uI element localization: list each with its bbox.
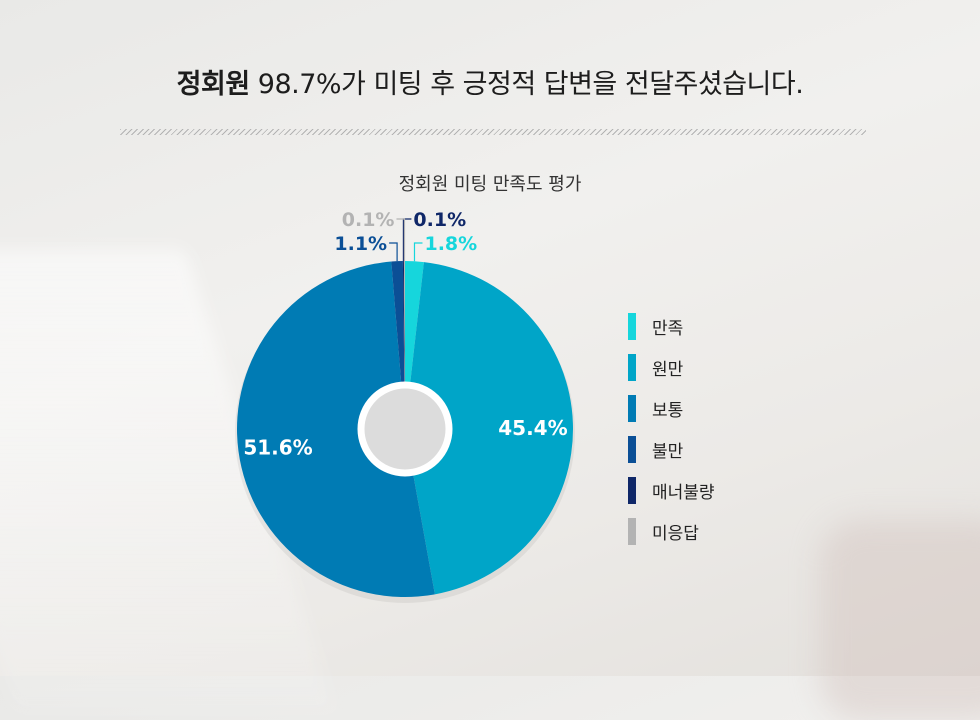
- leader-line-3: [389, 242, 398, 262]
- legend-item-3: 불만: [628, 436, 715, 463]
- headline-bold: 정회원: [176, 69, 251, 100]
- legend-swatch-4: [628, 477, 636, 504]
- donut-slice-2: [236, 261, 435, 598]
- leader-line-0: [413, 242, 423, 262]
- leader-line-5: [396, 218, 406, 262]
- legend-label-1: 원만: [652, 360, 684, 380]
- headline-rest: 98.7%가 미팅 후 긍정적 답변을 전달주셨습니다.: [249, 69, 804, 100]
- value-label-3: 1.1%: [334, 233, 387, 255]
- legend-item-2: 보통: [628, 395, 715, 422]
- legend-swatch-2: [628, 395, 636, 422]
- donut-hole: [357, 381, 453, 477]
- legend-label-5: 미응답: [652, 524, 699, 544]
- legend-label-2: 보통: [652, 401, 684, 421]
- donut-slice-1: [409, 262, 573, 595]
- value-label-4: 0.1%: [413, 209, 466, 231]
- donut-slice-3: [391, 261, 405, 386]
- donut-slice-4: [402, 261, 405, 386]
- legend-label-0: 만족: [652, 319, 684, 339]
- legend: 만족 원만 보통 불만 매너불량 미응답: [628, 313, 715, 559]
- donut-chart: 45.4%51.6%1.8%1.1%0.1%0.1%: [235, 209, 575, 603]
- legend-swatch-1: [628, 354, 636, 381]
- headline: 정회원 98.7%가 미팅 후 긍정적 답변을 전달주셨습니다.: [0, 62, 980, 101]
- legend-label-4: 매너불량: [652, 483, 715, 503]
- value-label-5: 0.1%: [342, 209, 395, 231]
- chart-title: 정회원 미팅 만족도 평가: [398, 174, 582, 195]
- donut-slice-5: [403, 261, 405, 386]
- legend-item-4: 매너불량: [628, 477, 715, 504]
- legend-label-3: 불만: [652, 442, 684, 462]
- legend-item-0: 만족: [628, 313, 715, 340]
- value-label-2: 51.6%: [243, 436, 312, 460]
- legend-item-1: 원만: [628, 354, 715, 381]
- hatched-divider: [120, 129, 866, 135]
- legend-swatch-3: [628, 436, 636, 463]
- value-label-1: 45.4%: [498, 416, 567, 440]
- legend-swatch-5: [628, 518, 636, 545]
- legend-swatch-0: [628, 313, 636, 340]
- value-label-0: 1.8%: [424, 233, 477, 255]
- donut-slice-0: [405, 261, 424, 386]
- legend-item-5: 미응답: [628, 518, 715, 545]
